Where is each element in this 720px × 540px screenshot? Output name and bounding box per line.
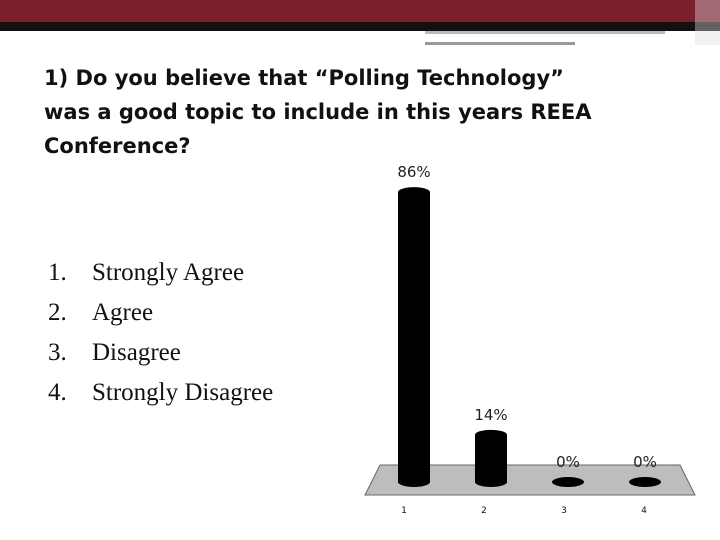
- option-text: Agree: [92, 299, 153, 326]
- bar: [552, 477, 584, 487]
- value-label: 86%: [397, 163, 430, 181]
- option-text: Disagree: [92, 339, 181, 366]
- accent-line: [425, 31, 665, 34]
- value-label: 0%: [556, 453, 580, 471]
- option-number: 4.: [48, 379, 67, 406]
- banner: [0, 0, 720, 22]
- option-number: 2.: [48, 299, 67, 326]
- accent-line: [425, 42, 575, 45]
- bar: [398, 187, 430, 487]
- slide-title: Conference?: [44, 134, 191, 158]
- slide-title: 1) Do you believe that “Polling Technolo…: [44, 66, 564, 90]
- option-text: Strongly Disagree: [92, 379, 273, 406]
- banner-rule: [0, 22, 720, 31]
- chart-floor: [364, 464, 696, 496]
- x-tick-label: 2: [481, 506, 487, 516]
- option-number: 3.: [48, 339, 67, 366]
- option-number: 1.: [48, 259, 67, 286]
- x-tick-label: 4: [641, 506, 647, 516]
- slide-title: was a good topic to include in this year…: [44, 100, 592, 124]
- value-label: 0%: [633, 453, 657, 471]
- accent-block: [695, 0, 720, 45]
- option-text: Strongly Agree: [92, 259, 244, 286]
- value-label: 14%: [474, 406, 507, 424]
- bar: [475, 429, 507, 487]
- bar: [629, 477, 661, 487]
- x-tick-label: 3: [561, 506, 567, 516]
- x-tick-label: 1: [401, 506, 407, 516]
